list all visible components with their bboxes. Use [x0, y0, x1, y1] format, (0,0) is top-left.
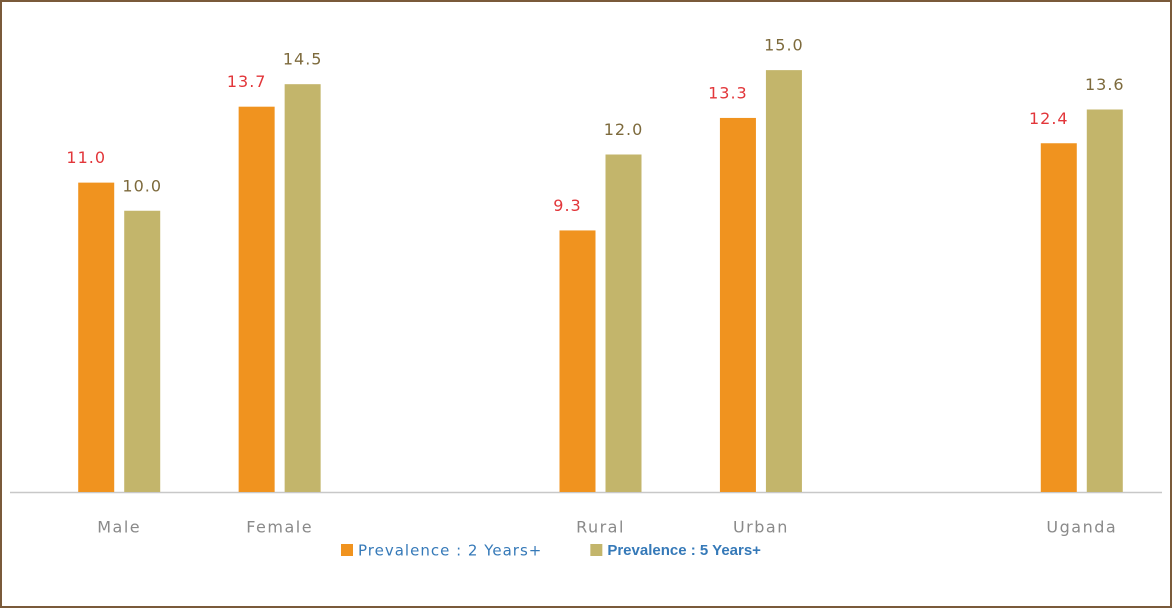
- data-label: 13.3: [708, 83, 748, 102]
- data-label: 12.4: [1029, 109, 1069, 128]
- bar: [605, 154, 642, 492]
- data-label: 10.0: [122, 176, 162, 195]
- bar: [719, 117, 756, 492]
- data-label: 12.0: [604, 120, 644, 139]
- legend-label: Prevalence : 2 Years+: [358, 542, 542, 560]
- bar: [78, 182, 115, 492]
- x-tick-label: Urban: [733, 518, 789, 537]
- x-tick-label: Female: [246, 518, 313, 537]
- legend-swatch: [590, 544, 603, 556]
- legend-label: Prevalence : 5 Years+: [607, 542, 761, 559]
- bar: [238, 106, 275, 492]
- data-label: 13.7: [227, 72, 267, 91]
- data-label: 11.0: [66, 148, 106, 167]
- legend-swatch: [341, 544, 353, 556]
- data-label: 14.5: [283, 50, 323, 69]
- x-tick-label: Male: [97, 518, 141, 537]
- x-tick-label: Uganda: [1046, 518, 1117, 537]
- x-tick-label: Rural: [576, 518, 625, 537]
- data-label: 13.6: [1085, 75, 1125, 94]
- bar: [124, 210, 161, 492]
- data-label: 9.3: [553, 196, 581, 215]
- bar: [284, 84, 321, 492]
- bar: [1086, 109, 1123, 492]
- bar: [559, 230, 596, 492]
- bar: [765, 70, 802, 492]
- data-label: 15.0: [764, 36, 804, 55]
- bar: [1040, 143, 1077, 492]
